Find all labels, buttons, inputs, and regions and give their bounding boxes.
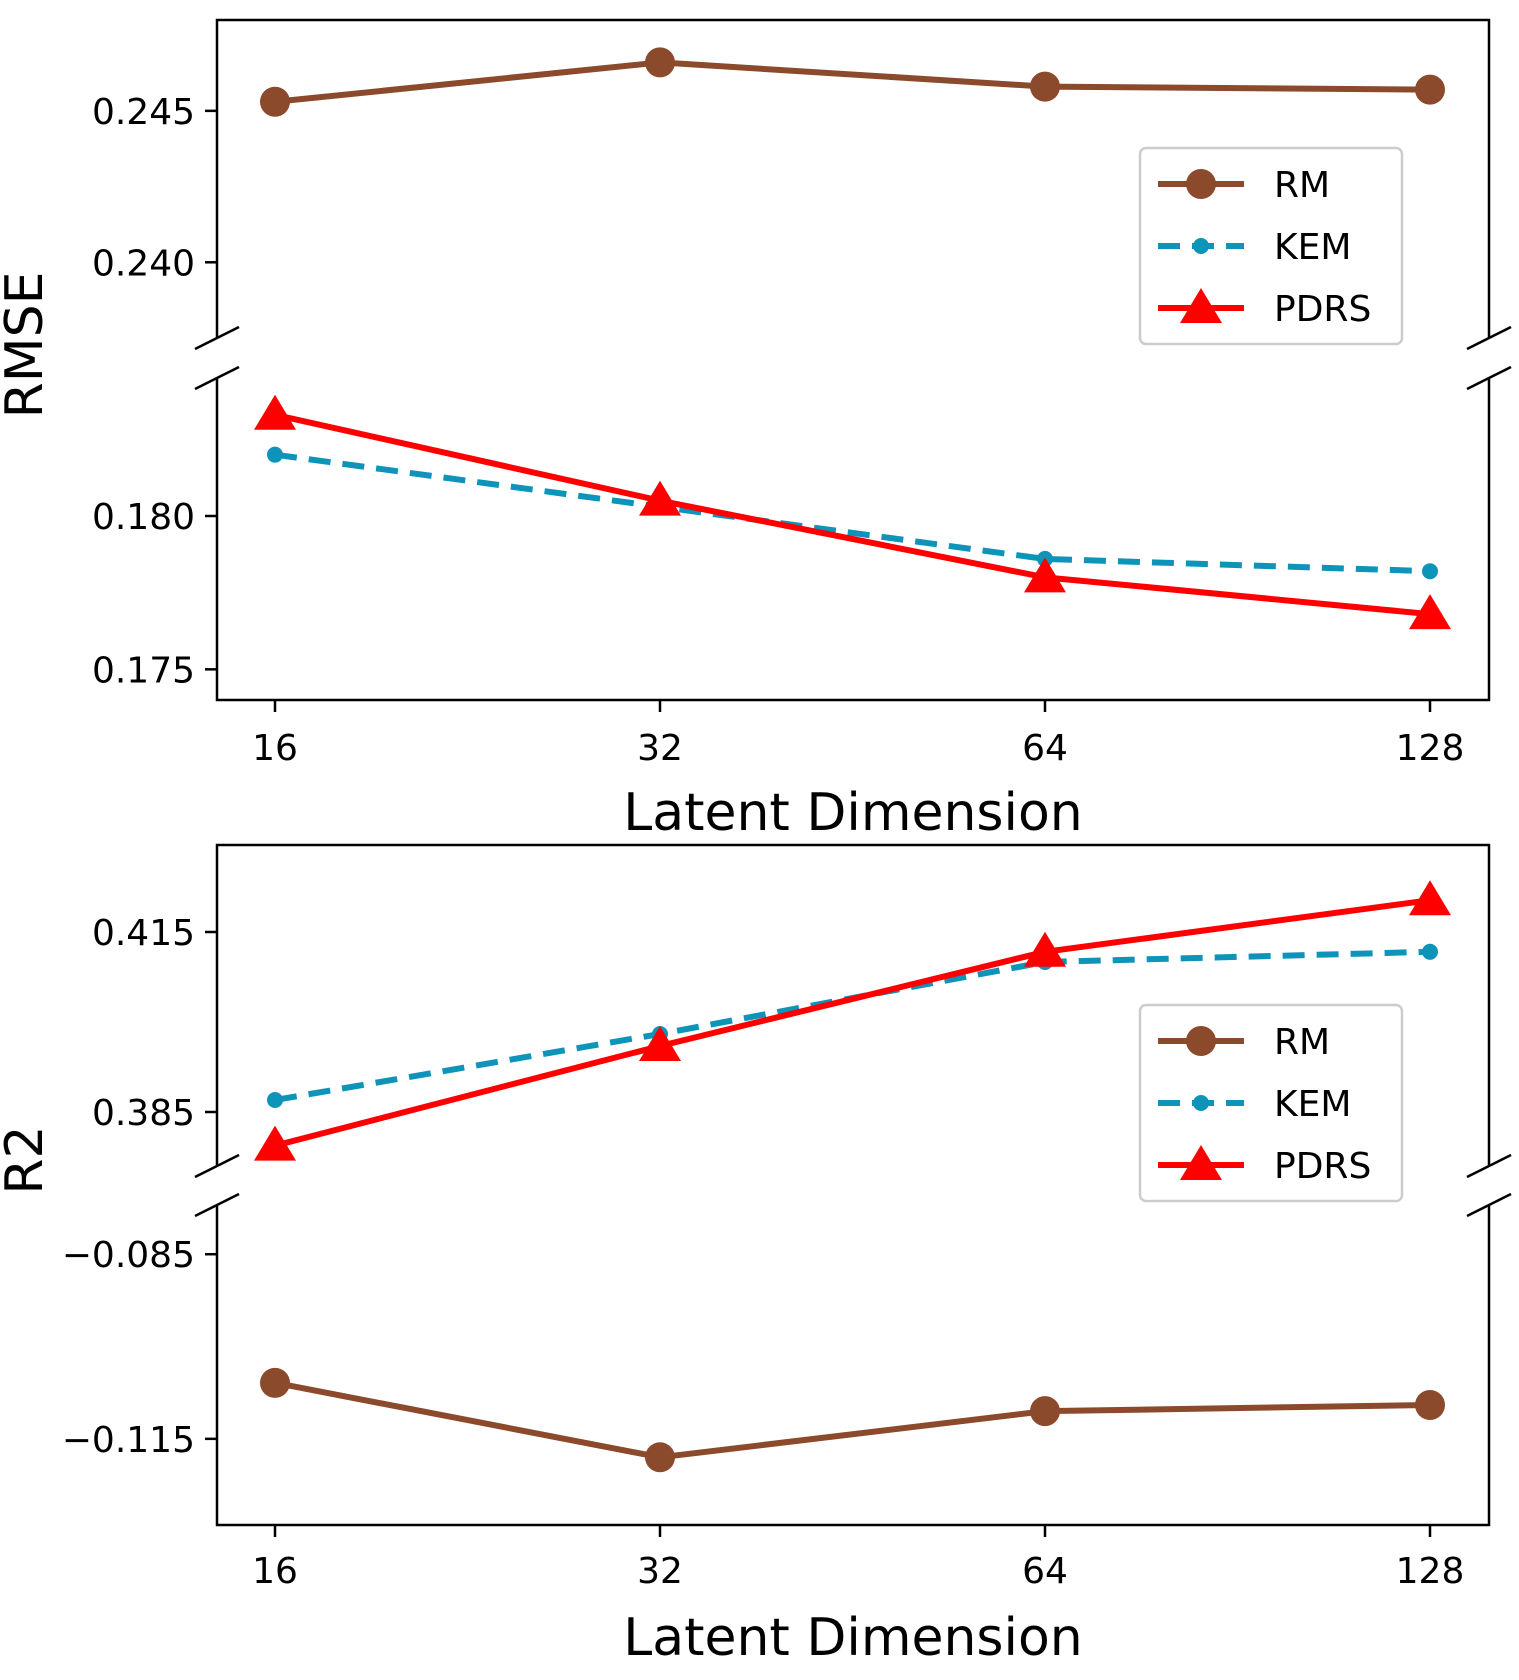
x-tick-label: 128: [1396, 1551, 1465, 1592]
data-point-rm: [1030, 1396, 1060, 1427]
upper-axes-frame: [215, 843, 1491, 1166]
series-line-rm: [274, 59, 1431, 105]
y-tick-label: 0.415: [92, 913, 195, 954]
legend-label-pdrs: PDRS: [1274, 1146, 1371, 1187]
y-tick-label: 0.175: [92, 650, 195, 691]
data-point-rm: [260, 1367, 290, 1398]
axis-break-mark: [194, 365, 240, 391]
y-tick-label: −0.115: [62, 1420, 195, 1461]
data-point-pdrs: [1024, 931, 1066, 967]
x-tick-label: 128: [1396, 728, 1465, 769]
data-point-pdrs: [639, 480, 681, 516]
axis-break-mark: [1466, 325, 1512, 351]
axis-break-mark: [1466, 365, 1512, 391]
chart-panel-1: 0.240 0.245 0.175 0.180 16 32 64 128 Latent Dime…: [0, 18, 1512, 843]
axis-break-mark: [1466, 1153, 1512, 1179]
x-axis-label: Latent Dimension: [623, 1608, 1083, 1668]
legend-marker-kem: [1193, 1095, 1209, 1111]
y-tick-label: 0.240: [92, 243, 195, 284]
data-point-pdrs: [254, 1125, 296, 1161]
legend-marker-kem: [1193, 238, 1209, 254]
axis-break-mark: [194, 325, 240, 351]
legend-marker-rm: [1186, 1026, 1216, 1056]
data-point-rm: [1415, 1390, 1445, 1420]
data-point-kem: [267, 446, 283, 463]
x-tick-label: 32: [637, 728, 683, 769]
data-point-rm: [645, 1442, 675, 1473]
data-point-pdrs: [1024, 557, 1066, 593]
upper-axes-frame: [215, 18, 1491, 338]
x-axis-label: Latent Dimension: [623, 783, 1083, 843]
x-tick-label: 64: [1022, 1551, 1068, 1592]
y-tick-label: 0.385: [92, 1093, 195, 1134]
x-tick-label: 16: [252, 1551, 298, 1592]
data-point-pdrs: [1409, 880, 1451, 916]
x-tick-label: 32: [637, 1551, 683, 1592]
data-point-kem: [267, 1092, 283, 1108]
legend-label-pdrs: PDRS: [1274, 289, 1371, 330]
series-line-pdrs: [274, 411, 1431, 618]
legend-label-rm: RM: [1274, 1022, 1330, 1063]
axis-break-mark: [1466, 1192, 1512, 1218]
legend-marker-rm: [1186, 169, 1216, 199]
y-tick-label: 0.245: [92, 92, 195, 133]
y-tick-label: −0.085: [62, 1235, 195, 1276]
lower-axes-frame: [215, 378, 1491, 702]
legend-marker-pdrs: [1180, 288, 1222, 323]
x-tick-label: 16: [252, 728, 298, 769]
data-point-pdrs: [639, 1026, 681, 1061]
data-point-rm: [645, 47, 675, 78]
series-line-kem: [274, 451, 1431, 575]
y-axis-label: R2: [0, 1125, 55, 1194]
legend-marker-pdrs: [1180, 1145, 1222, 1180]
chart-panel-2: 0.385 0.415 −0.085 −0.115 16 32 64 128 Latent Di…: [0, 843, 1512, 1668]
legend-label-kem: KEM: [1274, 227, 1351, 268]
series-line-rm: [274, 1379, 1431, 1461]
series-line-pdrs: [274, 897, 1431, 1149]
data-point-rm: [1030, 71, 1060, 102]
legend-label-kem: KEM: [1274, 1084, 1351, 1125]
data-point-rm: [1415, 74, 1445, 105]
legend-label-rm: RM: [1274, 165, 1330, 206]
axis-break-mark: [194, 1153, 240, 1179]
data-point-kem: [1422, 943, 1438, 960]
data-point-rm: [260, 86, 290, 117]
x-tick-label: 64: [1022, 728, 1068, 769]
y-tick-label: 0.180: [92, 497, 195, 538]
y-axis-label: RMSE: [0, 272, 55, 419]
lower-axes-frame: [215, 1205, 1491, 1527]
data-point-kem: [1422, 563, 1438, 580]
data-point-pdrs: [254, 394, 296, 430]
axis-break-mark: [194, 1192, 240, 1218]
data-point-pdrs: [1409, 594, 1451, 630]
